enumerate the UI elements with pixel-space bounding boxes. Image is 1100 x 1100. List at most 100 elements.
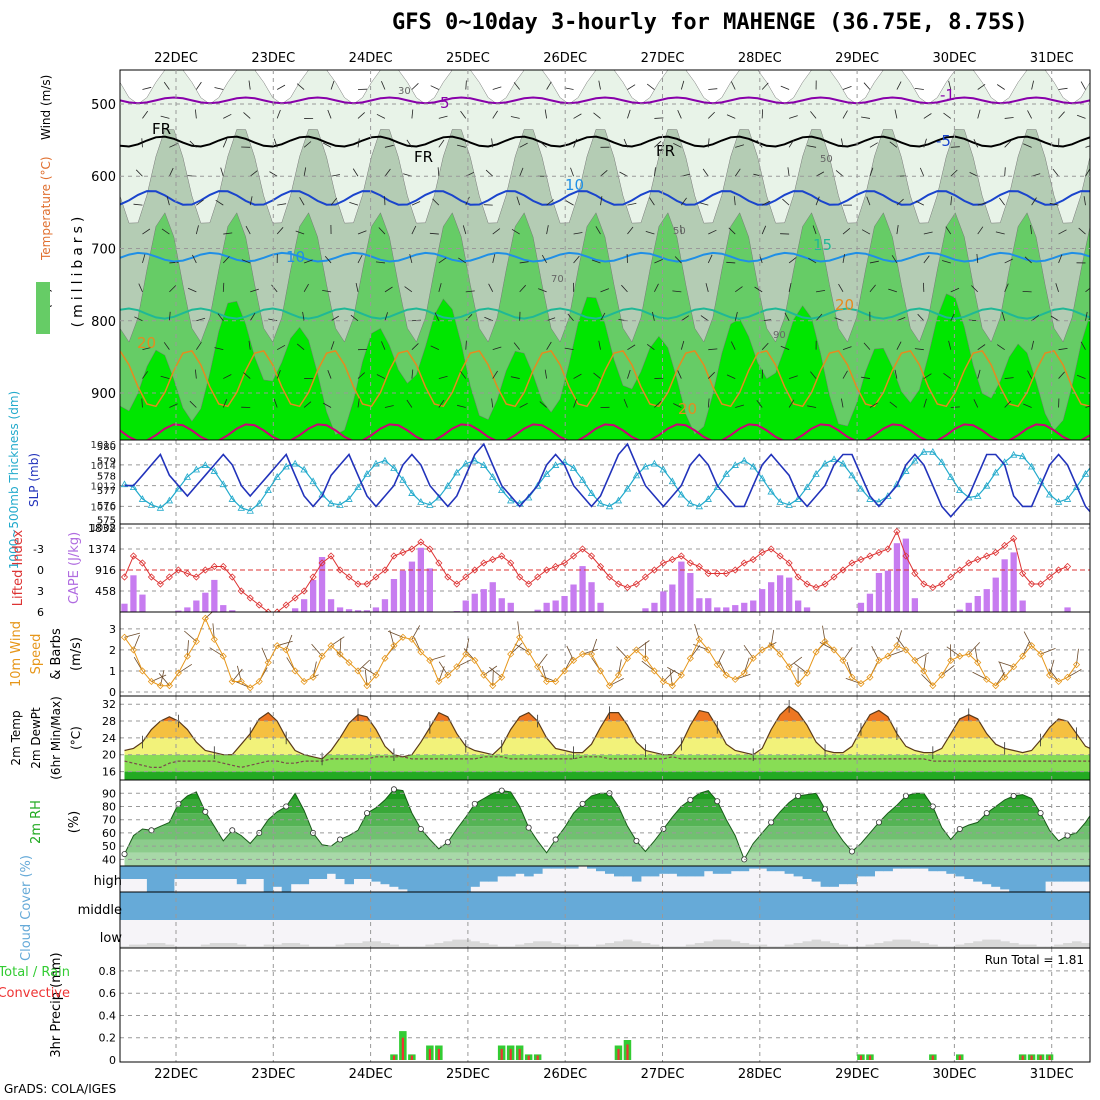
precip-convective-bar — [392, 1055, 396, 1060]
cloud-middle-bar — [407, 892, 417, 920]
cloud-high-bar — [1081, 866, 1090, 882]
wind-barb — [977, 109, 981, 119]
cloud-high-bar — [829, 866, 839, 887]
thickness-marker — [533, 481, 542, 489]
cloud-middle-bar — [1081, 892, 1090, 920]
thickness-marker — [551, 461, 560, 468]
wind-barb — [780, 85, 790, 90]
wind-speed-marker — [704, 646, 712, 654]
wind-barb — [465, 314, 473, 322]
cloud-middle-bar — [928, 892, 938, 920]
wind-barb — [324, 255, 332, 264]
wind-barb — [1080, 341, 1086, 350]
wind-barb — [735, 144, 745, 148]
cape-bar — [229, 610, 236, 612]
wind-speed-marker — [192, 637, 200, 646]
cloud-high-bar — [667, 866, 678, 874]
thickness-line — [124, 451, 1090, 512]
cape-bar — [803, 607, 811, 612]
cloud-low-bar — [829, 943, 839, 948]
wind-barb-10m — [456, 659, 472, 668]
wind-barb — [810, 371, 817, 379]
lifted-marker — [444, 573, 452, 581]
wind-barb — [1031, 340, 1034, 350]
cloud-low-bar — [973, 941, 983, 948]
wind-barb — [169, 167, 174, 177]
cloud-low-bar — [1036, 946, 1046, 948]
thickness-marker — [219, 480, 227, 488]
wind-speed-marker — [138, 667, 147, 675]
wind-barb — [384, 144, 394, 148]
wind-barb — [411, 109, 414, 119]
wind-barb — [734, 286, 743, 293]
wind-speed-marker — [471, 656, 479, 664]
cloud-middle-bar — [488, 892, 498, 920]
wind-barb — [460, 110, 467, 119]
wind-barb-10m — [636, 640, 650, 651]
cloud-low-bar — [937, 946, 947, 948]
cape-bar — [992, 577, 999, 612]
rh-marker — [714, 798, 721, 805]
wind-speed-marker — [147, 677, 156, 686]
wind-barb — [999, 197, 1005, 206]
wind-barb — [977, 344, 986, 350]
cloud-middle-bar — [1009, 892, 1019, 920]
rh-marker — [902, 792, 909, 799]
wind-barb — [214, 87, 224, 90]
cloud-middle-bar — [263, 892, 274, 920]
rh-line — [124, 788, 1090, 861]
wind-legend-label: Wind (m/s) — [39, 75, 53, 140]
wind-barb — [169, 403, 178, 408]
wind-barb — [788, 283, 792, 292]
wind-axis-label: (m/s) — [69, 637, 84, 671]
wind-axis-label: & Barbs — [49, 628, 64, 680]
temp-axis-label: 2m Temp — [9, 710, 23, 765]
cloud-low-bar — [371, 941, 381, 948]
cl-grid — [175, 866, 1053, 948]
cloud-high-bar — [730, 866, 741, 872]
cloud-low-bar — [820, 941, 831, 948]
wind-barb — [654, 167, 656, 177]
thickness-marker — [542, 470, 551, 477]
cloud-middle-bar — [919, 892, 929, 920]
cloud-high-bar — [811, 866, 822, 882]
lifted-marker — [875, 548, 883, 557]
bottom-date-label: 24DEC — [349, 1067, 393, 1082]
thickness-marker — [884, 492, 892, 499]
cloud-low-bar — [227, 943, 238, 948]
wind-barb — [869, 284, 876, 293]
wind-barb — [1004, 377, 1014, 379]
wind-barb — [163, 81, 170, 90]
thickness-marker — [830, 455, 838, 463]
wind-barb — [564, 87, 574, 90]
wind-speed-marker — [668, 682, 676, 690]
thickness-marker — [336, 501, 344, 508]
slp-tick-label: 1008 — [91, 523, 116, 534]
precip-tick-label: 0 — [109, 1054, 116, 1067]
cloud-middle-bar — [820, 892, 831, 920]
lifted-marker — [255, 601, 263, 609]
cloud-low-bar — [838, 944, 848, 948]
cloud-high-bar — [703, 866, 714, 872]
wind-barb — [457, 404, 466, 408]
pressure-tick-label: 600 — [91, 170, 116, 185]
slp-axis-label-2: SLP (mb) — [27, 453, 41, 507]
top-date-label: 23DEC — [251, 51, 295, 66]
thickness-marker — [1018, 452, 1027, 460]
wind-barb — [1004, 167, 1006, 177]
wind-barb — [195, 225, 199, 235]
rh-legend-swatch — [36, 282, 50, 334]
wind-barb — [623, 398, 628, 408]
cloud-high-bar — [569, 866, 579, 869]
lifted-index-line — [124, 530, 1068, 612]
cape-bar — [696, 598, 703, 612]
wind-barb — [756, 400, 763, 408]
thickness-marker — [300, 465, 308, 473]
wind-barb — [276, 344, 286, 351]
wind-barb — [277, 203, 287, 206]
cloud-middle-bar — [757, 892, 768, 920]
wind-barb-10m — [357, 659, 370, 672]
wind-speed-marker — [911, 656, 919, 664]
cloud-low-bar — [272, 944, 283, 948]
cloud-low-bar — [712, 939, 723, 948]
